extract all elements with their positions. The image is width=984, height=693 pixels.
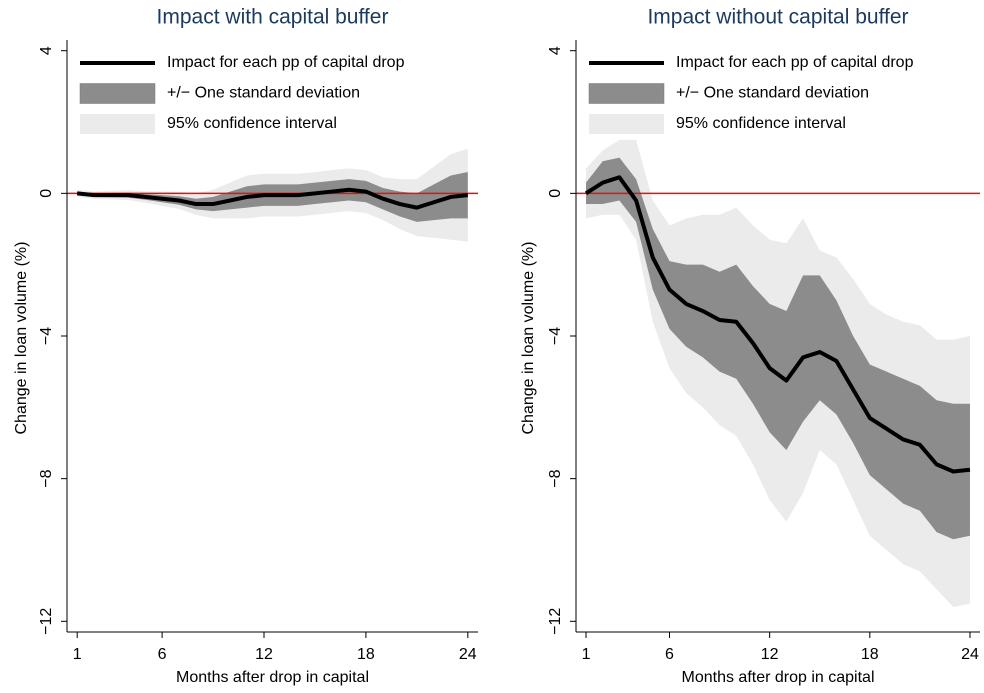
x-tick-label: 24 — [961, 646, 979, 663]
x-tick-label: 6 — [665, 646, 674, 663]
y-tick-label: 4 — [547, 46, 564, 55]
legend-label: +/− One standard deviation — [167, 85, 360, 102]
x-axis-title: Months after drop in capital — [176, 669, 369, 686]
legend-swatch — [589, 114, 664, 134]
x-tick-label: 1 — [582, 646, 591, 663]
y-tick-label: 0 — [547, 189, 564, 198]
legend-label: 95% confidence interval — [676, 115, 846, 132]
y-tick-label: 0 — [38, 189, 55, 198]
x-tick-label: 18 — [357, 646, 375, 663]
x-tick-label: 18 — [861, 646, 879, 663]
legend-swatch — [588, 83, 665, 104]
impact-line — [584, 175, 971, 474]
y-tick-label: −12 — [38, 608, 55, 635]
y-axis-title: Change in loan volume (%) — [13, 242, 30, 435]
legend-label: +/− One standard deviation — [676, 85, 869, 102]
panel-title: Impact with capital buffer — [157, 6, 389, 29]
legend-label: Impact for each pp of capital drop — [676, 54, 914, 71]
x-tick-label: 6 — [158, 646, 167, 663]
legend-label: 95% confidence interval — [167, 115, 337, 132]
x-tick-label: 12 — [761, 646, 779, 663]
y-tick-label: −4 — [38, 327, 55, 345]
band — [586, 157, 970, 540]
y-tick-label: −8 — [547, 469, 564, 487]
x-axis-title: Months after drop in capital — [682, 669, 875, 686]
panel: Impact with capital buffer 4 0 −4 −8 −12 1 6 12 1… — [13, 6, 478, 686]
x-tick-label: 24 — [459, 646, 477, 663]
y-tick-label: −4 — [547, 327, 564, 345]
panel: Impact without capital buffer 4 0 −4 −8 −12 1 6… — [520, 6, 980, 686]
x-tick-label: 12 — [255, 646, 273, 663]
impact-line — [76, 187, 469, 210]
y-tick-label: −8 — [38, 469, 55, 487]
y-tick-label: 4 — [38, 46, 55, 55]
y-axis-title: Change in loan volume (%) — [520, 242, 537, 435]
legend-label: Impact for each pp of capital drop — [167, 54, 405, 71]
x-tick-label: 1 — [73, 646, 82, 663]
panel-title: Impact without capital buffer — [647, 6, 908, 29]
y-tick-label: −12 — [547, 608, 564, 635]
legend-swatch — [79, 83, 156, 104]
legend-swatch — [80, 114, 155, 134]
